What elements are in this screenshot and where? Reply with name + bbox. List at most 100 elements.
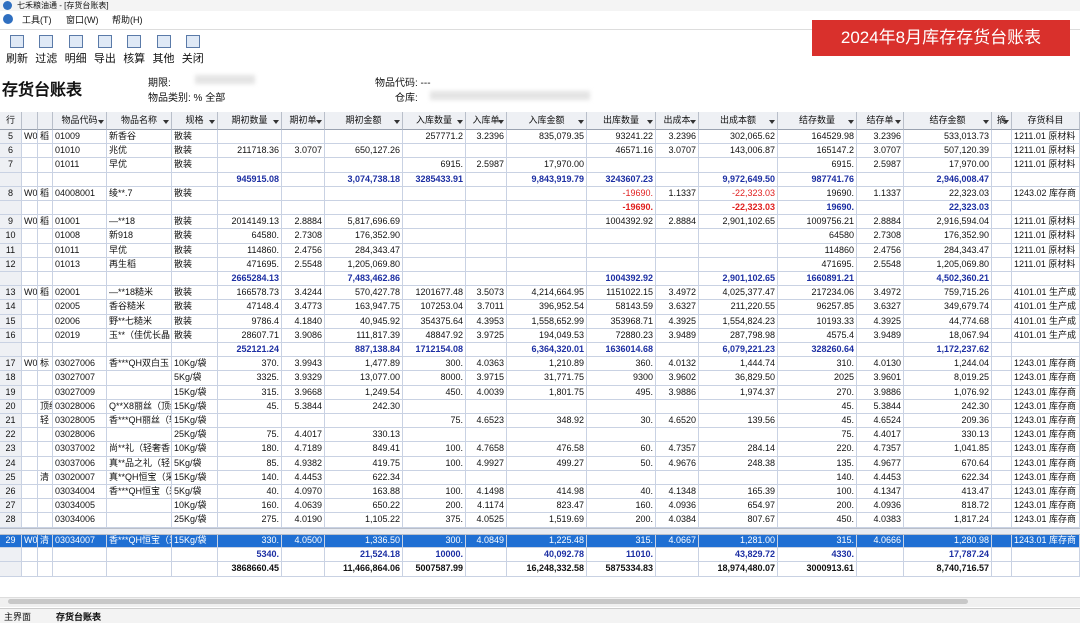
- filter-arrow[interactable]: [394, 120, 400, 127]
- empty-cell: [587, 243, 656, 258]
- filter-arrow[interactable]: [1003, 120, 1009, 127]
- tab-bar: [0, 608, 1080, 623]
- toolbar-button[interactable]: 核算: [120, 32, 148, 66]
- tab[interactable]: 存货台账表: [56, 612, 102, 622]
- column-header[interactable]: 出成本额: [699, 112, 778, 130]
- column-header[interactable]: 入库金额: [507, 112, 587, 130]
- menu-item[interactable]: 窗口(W): [66, 15, 99, 25]
- table-cell: 4.9676: [656, 456, 699, 471]
- empty-cell: [992, 343, 1012, 358]
- empty-cell: [38, 201, 53, 216]
- table-cell: 03028006: [53, 428, 107, 443]
- filter-arrow[interactable]: [163, 120, 169, 127]
- table-cell: 5.3844: [857, 399, 904, 414]
- empty-cell: [992, 428, 1012, 443]
- filter-arrow[interactable]: [848, 120, 854, 127]
- table-cell: 5Kg/袋: [172, 485, 218, 500]
- filter-arrow[interactable]: [647, 120, 653, 127]
- table-cell: 1,281.00: [699, 534, 778, 549]
- tab[interactable]: 主界面: [4, 612, 32, 622]
- table-cell: 10Kg/袋: [172, 499, 218, 514]
- scroll-thumb[interactable]: [8, 599, 968, 604]
- table-cell: 330.13: [904, 428, 992, 443]
- empty-cell: [172, 343, 218, 358]
- table-cell: 354375.64: [403, 314, 466, 329]
- menu-item[interactable]: 工具(T): [22, 15, 52, 25]
- filter-arrow[interactable]: [498, 120, 504, 127]
- table-cell: 353968.71: [587, 314, 656, 329]
- table-cell: 3285433.91: [403, 172, 466, 187]
- empty-cell: [107, 562, 172, 577]
- empty-cell: [587, 399, 656, 414]
- filter-arrow[interactable]: [273, 120, 279, 127]
- toolbar-button[interactable]: 过滤: [32, 32, 60, 66]
- table-cell: 真**QH恒宝（采: [107, 470, 172, 485]
- icon: [68, 35, 83, 48]
- filter-arrow[interactable]: [578, 120, 584, 127]
- table-cell: 3.2396: [656, 130, 699, 145]
- toolbar-button[interactable]: 其他: [150, 32, 178, 66]
- table-cell: 03034005: [53, 499, 107, 514]
- filter-arrow[interactable]: [895, 120, 901, 127]
- column-header[interactable]: 结存金额: [904, 112, 992, 130]
- column-header[interactable]: 行: [0, 112, 22, 130]
- column-header[interactable]: 结存数量: [778, 112, 857, 130]
- table-cell: 4.4453: [857, 470, 904, 485]
- empty-cell: [507, 470, 587, 485]
- empty-cell: [507, 229, 587, 244]
- empty-cell: [38, 144, 53, 159]
- filter-arrow[interactable]: [98, 120, 104, 127]
- empty-cell: [107, 499, 172, 514]
- empty-cell: [107, 172, 172, 187]
- toolbar-button[interactable]: 刷新: [3, 32, 31, 66]
- column-header[interactable]: 物品名称: [107, 112, 172, 130]
- window-title: 七禾粮油通 - [存货台账表]: [17, 1, 109, 10]
- table-cell: 4,214,664.95: [507, 286, 587, 301]
- filter-arrow[interactable]: [457, 120, 463, 127]
- column-header[interactable]: 期初金额: [325, 112, 403, 130]
- column-header[interactable]: 存货科目: [1012, 112, 1080, 130]
- toolbar-button[interactable]: 明细: [62, 32, 90, 66]
- empty-cell: [172, 562, 218, 577]
- table-cell: 11,466,864.06: [325, 562, 403, 577]
- table-cell: 495.: [587, 385, 656, 400]
- empty-cell: [38, 343, 53, 358]
- column-header[interactable]: 规格: [172, 112, 218, 130]
- column-header[interactable]: 摘: [992, 112, 1012, 130]
- filter-arrow[interactable]: [983, 120, 989, 127]
- toolbar-button[interactable]: 导出: [91, 32, 119, 66]
- empty-cell: [699, 257, 778, 272]
- table-cell: 3.4773: [282, 300, 325, 315]
- table-cell: 650.22: [325, 499, 403, 514]
- empty-cell: [22, 144, 38, 159]
- column-header[interactable]: 入库数量: [403, 112, 466, 130]
- column-header[interactable]: 物品代码: [53, 112, 107, 130]
- table-cell: 43,829.72: [699, 548, 778, 563]
- empty-cell: [992, 300, 1012, 315]
- menu-item[interactable]: 帮助(H): [112, 15, 143, 25]
- table-cell: 330.: [218, 534, 282, 549]
- toolbar-button[interactable]: 关闭: [179, 32, 207, 66]
- table-cell: 72880.23: [587, 328, 656, 343]
- column-header[interactable]: 出成本: [656, 112, 699, 130]
- column-header[interactable]: [22, 112, 38, 130]
- table-cell: 4101.01 生产成: [1012, 286, 1080, 301]
- column-header[interactable]: 结存单: [857, 112, 904, 130]
- filter-arrow[interactable]: [769, 120, 775, 127]
- column-header[interactable]: 入库单: [466, 112, 507, 130]
- filter-arrow[interactable]: [209, 120, 215, 127]
- empty-cell: [656, 272, 699, 287]
- filter-arrow[interactable]: [690, 120, 696, 127]
- column-header[interactable]: [38, 112, 53, 130]
- table-cell: 2.8884: [857, 215, 904, 230]
- column-header[interactable]: 期初数量: [218, 112, 282, 130]
- table-cell: 1151022.15: [587, 286, 656, 301]
- column-header[interactable]: 出库数量: [587, 112, 656, 130]
- empty-cell: [53, 343, 107, 358]
- column-header[interactable]: 期初单: [282, 112, 325, 130]
- filter-arrow[interactable]: [316, 120, 322, 127]
- table-cell: 4.1174: [466, 499, 507, 514]
- empty-cell: [282, 562, 325, 577]
- empty-cell: [656, 201, 699, 216]
- empty-cell: [466, 428, 507, 443]
